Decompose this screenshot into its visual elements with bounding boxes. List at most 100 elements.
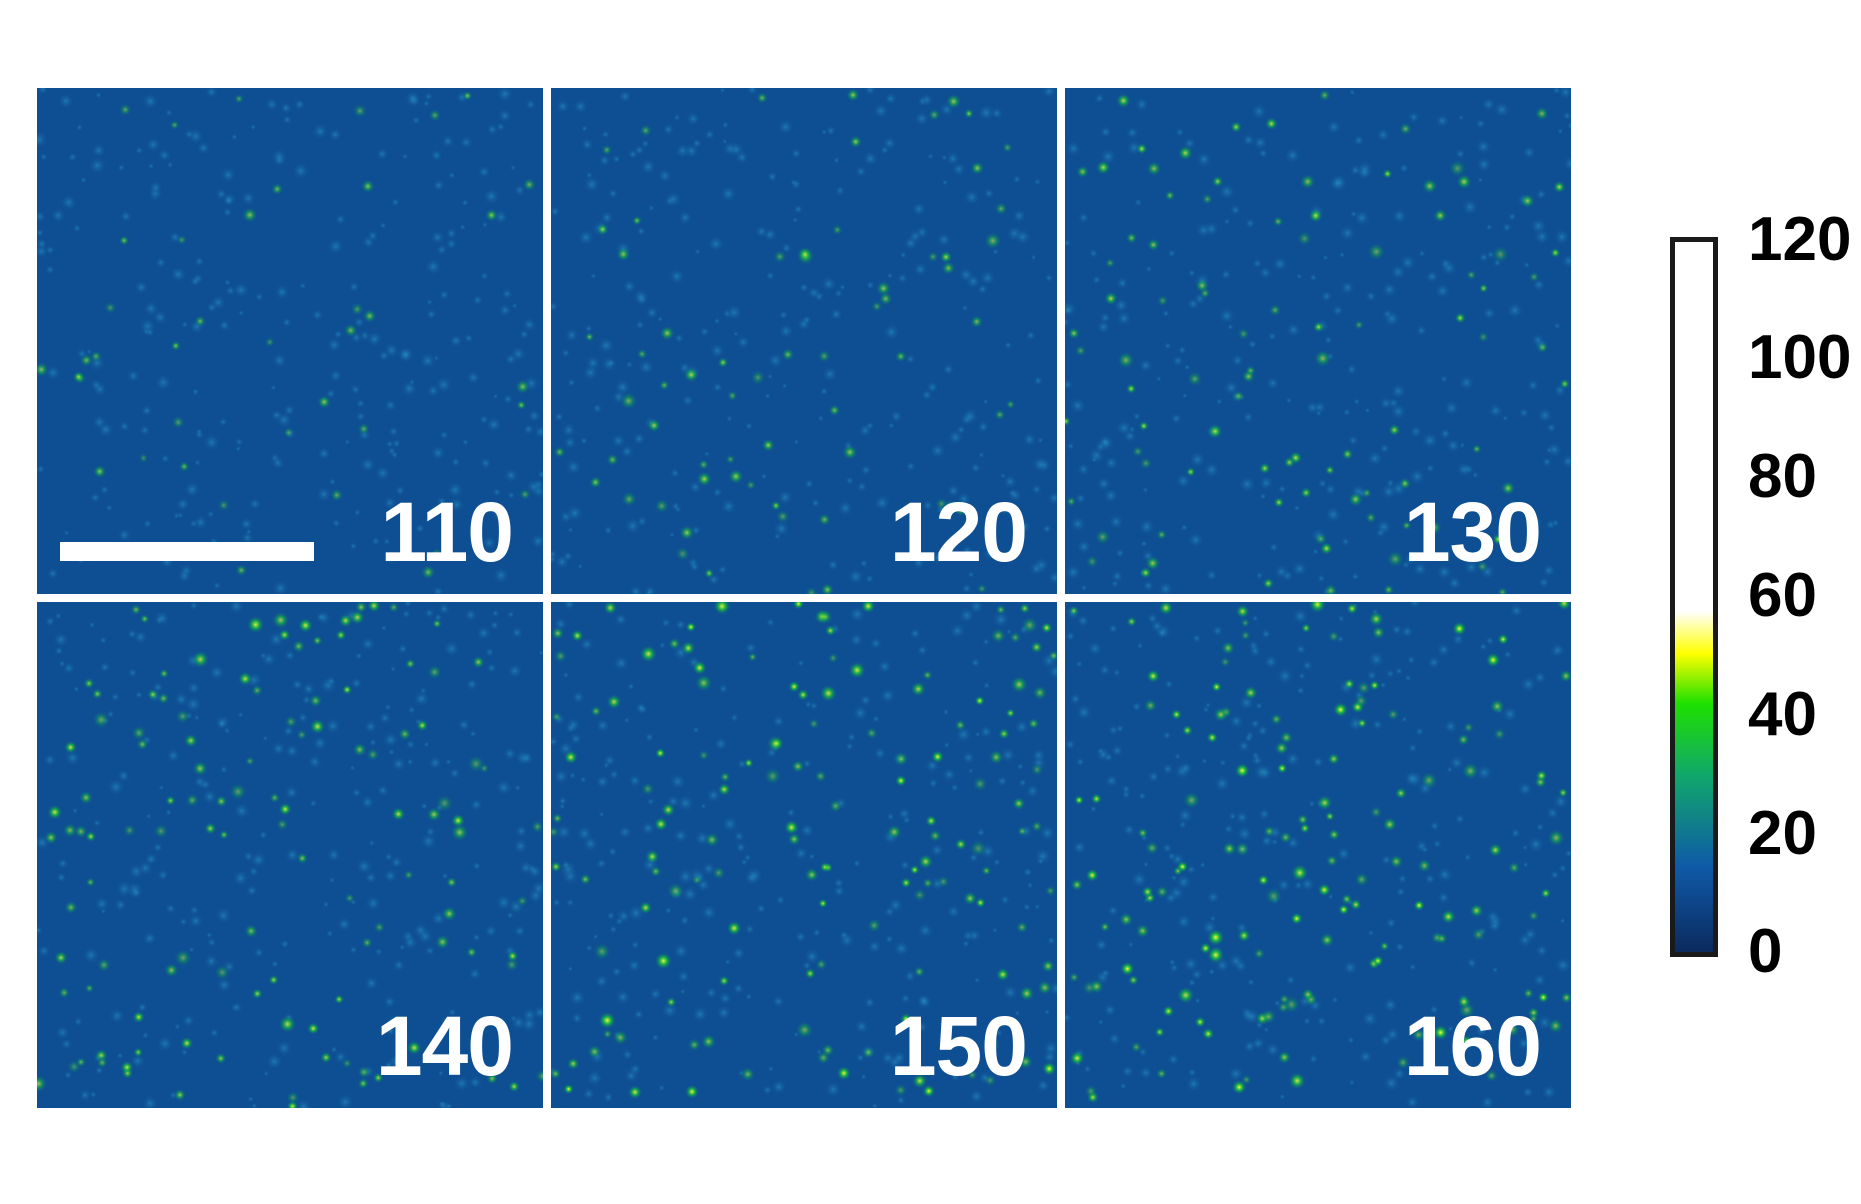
noise-blob <box>554 411 565 422</box>
noise-blob <box>1507 211 1517 222</box>
noise-blob <box>1223 823 1234 835</box>
noise-blob <box>804 700 813 709</box>
noise-blob <box>821 365 839 383</box>
noise-blob <box>1250 103 1268 120</box>
noise-blob <box>735 841 747 854</box>
noise-blob <box>729 713 739 723</box>
noise-blob <box>1007 488 1018 499</box>
noise-blob <box>512 838 529 855</box>
noise-blob <box>669 531 676 538</box>
fluorescent-spot <box>1299 822 1311 834</box>
noise-blob <box>202 433 221 451</box>
noise-blob <box>270 384 277 391</box>
noise-blob <box>1034 903 1041 910</box>
noise-blob <box>1076 614 1090 628</box>
fluorescent-spot <box>217 498 231 512</box>
fluorescent-spot <box>804 586 819 594</box>
fluorescent-spot <box>1465 269 1477 281</box>
noise-blob <box>351 787 362 798</box>
noise-blob <box>1145 265 1153 273</box>
fluorescent-spot <box>308 693 323 708</box>
noise-blob <box>891 1050 908 1066</box>
fluorescent-spot <box>563 1083 574 1095</box>
noise-blob <box>1099 125 1112 139</box>
noise-blob <box>1535 822 1545 832</box>
fluorescent-spot <box>1504 1021 1521 1038</box>
noise-blob <box>89 491 101 504</box>
noise-blob <box>1395 886 1406 897</box>
noise-blob <box>1099 311 1112 324</box>
noise-blob <box>1446 1024 1455 1033</box>
fluorescent-spot <box>728 468 744 485</box>
fluorescent-spot <box>406 1040 422 1056</box>
fluorescent-spot <box>1074 344 1087 357</box>
noise-blob <box>1337 614 1346 623</box>
fluorescent-spot <box>153 823 169 839</box>
fluorescent-spot <box>911 1073 928 1089</box>
noise-blob <box>497 108 512 123</box>
fluorescent-spot <box>352 742 368 757</box>
noise-blob <box>950 782 960 792</box>
noise-blob <box>498 1062 506 1070</box>
noise-blob <box>453 1074 471 1092</box>
fluorescent-spot <box>131 725 147 741</box>
noise-blob <box>1005 628 1013 635</box>
fluorescent-spot <box>1413 899 1425 912</box>
fluorescent-spot <box>1009 631 1022 644</box>
noise-blob <box>970 462 982 474</box>
noise-blob <box>1443 719 1458 734</box>
fluorescent-spot <box>817 609 834 625</box>
noise-blob <box>1199 861 1206 869</box>
noise-blob <box>232 802 251 820</box>
noise-blob <box>364 871 378 885</box>
noise-blob <box>474 511 482 519</box>
noise-blob <box>1536 407 1553 424</box>
fluorescent-spot <box>431 618 443 629</box>
noise-blob <box>1130 870 1148 889</box>
fluorescent-spot <box>675 546 691 562</box>
noise-blob <box>615 917 624 926</box>
noise-blob <box>468 967 482 981</box>
noise-blob <box>1077 211 1090 224</box>
fluorescent-spot <box>1125 383 1137 395</box>
fluorescent-spot <box>725 454 736 465</box>
fluorescent-spot <box>344 892 356 904</box>
noise-blob <box>1535 188 1548 201</box>
noise-blob <box>1501 222 1513 233</box>
noise-blob <box>154 373 173 392</box>
noise-blob <box>999 746 1017 764</box>
noise-blob <box>1223 218 1231 225</box>
noise-blob <box>311 122 329 140</box>
noise-blob <box>1517 781 1533 797</box>
noise-blob <box>1382 1074 1401 1092</box>
noise-blob <box>425 308 437 320</box>
fluorescent-spot <box>192 760 208 777</box>
noise-blob <box>435 243 448 256</box>
fluorescent-spot <box>508 1080 521 1093</box>
noise-blob <box>1475 118 1486 129</box>
noise-blob <box>771 714 786 729</box>
fluorescent-spot <box>912 887 927 903</box>
noise-blob <box>1241 133 1256 147</box>
noise-blob <box>1558 88 1571 100</box>
noise-blob <box>71 807 79 814</box>
noise-blob <box>1491 966 1499 974</box>
fluorescent-spot <box>970 315 984 329</box>
noise-blob <box>189 602 199 611</box>
fluorescent-spot <box>553 446 566 459</box>
noise-blob <box>1497 1040 1508 1052</box>
noise-blob <box>1309 273 1318 282</box>
noise-blob <box>999 894 1011 905</box>
noise-blob <box>1407 743 1418 753</box>
fluorescent-spot <box>842 444 858 461</box>
noise-blob <box>1031 484 1043 495</box>
fluorescent-spot <box>504 957 519 972</box>
fluorescent-spot <box>1118 912 1134 927</box>
fluorescent-spot <box>183 733 198 748</box>
noise-blob <box>1228 811 1238 821</box>
fluorescent-spot <box>654 951 673 970</box>
noise-blob <box>979 724 993 739</box>
noise-blob <box>903 969 917 983</box>
noise-blob <box>995 1028 1003 1037</box>
noise-blob <box>1298 672 1306 680</box>
